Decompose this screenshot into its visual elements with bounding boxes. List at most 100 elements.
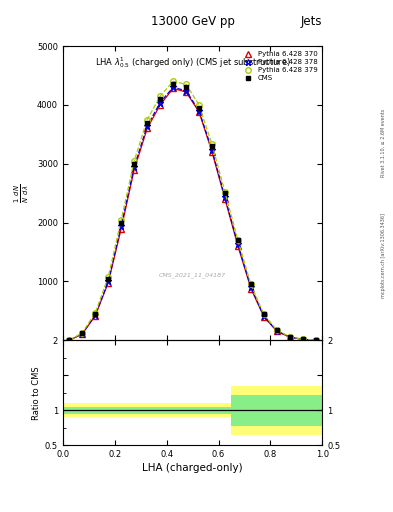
Pythia 6.428 379: [236, 237, 241, 243]
Pythia 6.428 370: [145, 125, 149, 132]
Pythia 6.428 370: [184, 89, 189, 95]
Legend: Pythia 6.428 370, Pythia 6.428 378, Pythia 6.428 379, CMS: Pythia 6.428 370, Pythia 6.428 378, Pyth…: [240, 50, 319, 82]
Bar: [244, 395, 257, 426]
Pythia 6.428 379: [171, 78, 176, 84]
Bar: [309, 386, 322, 435]
Pythia 6.428 379: [184, 81, 189, 88]
Line: Pythia 6.428 370: Pythia 6.428 370: [66, 86, 319, 343]
Pythia 6.428 378: [236, 241, 241, 247]
Text: mcplots.cern.ch [arXiv:1306.3436]: mcplots.cern.ch [arXiv:1306.3436]: [381, 214, 386, 298]
Pythia 6.428 370: [93, 312, 98, 318]
Text: Jets: Jets: [301, 15, 322, 28]
Bar: [283, 386, 296, 435]
Bar: [206, 403, 219, 417]
Pythia 6.428 379: [210, 141, 215, 147]
Pythia 6.428 378: [171, 84, 176, 90]
Text: 13000 GeV pp: 13000 GeV pp: [151, 15, 235, 28]
Pythia 6.428 378: [197, 108, 202, 114]
Bar: [89, 403, 102, 417]
Bar: [257, 395, 270, 426]
Pythia 6.428 378: [274, 328, 279, 334]
Pythia 6.428 370: [222, 196, 227, 202]
Pythia 6.428 378: [314, 337, 318, 343]
Bar: [154, 403, 167, 417]
Pythia 6.428 378: [262, 313, 266, 319]
Pythia 6.428 378: [301, 336, 305, 343]
Bar: [296, 386, 309, 435]
Bar: [309, 395, 322, 426]
Pythia 6.428 370: [249, 286, 253, 292]
Bar: [231, 395, 244, 426]
Pythia 6.428 379: [119, 217, 123, 223]
Pythia 6.428 370: [262, 314, 266, 320]
Pythia 6.428 379: [301, 336, 305, 342]
Line: Pythia 6.428 379: Pythia 6.428 379: [66, 79, 319, 343]
Bar: [180, 403, 193, 417]
Bar: [128, 407, 141, 414]
Pythia 6.428 370: [274, 328, 279, 334]
Pythia 6.428 379: [80, 330, 85, 336]
Bar: [193, 407, 206, 414]
Bar: [141, 403, 154, 417]
Pythia 6.428 370: [80, 331, 85, 337]
Bar: [231, 386, 244, 435]
Bar: [270, 395, 283, 426]
Pythia 6.428 379: [145, 117, 149, 123]
Bar: [296, 395, 309, 426]
Pythia 6.428 378: [249, 284, 253, 290]
Bar: [167, 407, 180, 414]
Text: CMS_2021_11_04187: CMS_2021_11_04187: [159, 273, 226, 279]
Pythia 6.428 378: [222, 194, 227, 200]
Pythia 6.428 378: [210, 147, 215, 153]
Bar: [141, 407, 154, 414]
Pythia 6.428 379: [314, 337, 318, 343]
Pythia 6.428 379: [249, 282, 253, 288]
Text: LHA $\lambda^1_{0.5}$ (charged only) (CMS jet substructure): LHA $\lambda^1_{0.5}$ (charged only) (CM…: [95, 55, 290, 70]
Pythia 6.428 379: [262, 311, 266, 317]
Bar: [180, 407, 193, 414]
Bar: [102, 403, 115, 417]
Pythia 6.428 370: [106, 280, 111, 286]
Pythia 6.428 379: [158, 93, 163, 99]
Text: Rivet 3.1.10, ≥ 2.6M events: Rivet 3.1.10, ≥ 2.6M events: [381, 109, 386, 178]
Pythia 6.428 378: [158, 99, 163, 105]
Bar: [219, 407, 231, 414]
Pythia 6.428 379: [67, 337, 72, 344]
Pythia 6.428 370: [236, 243, 241, 249]
Pythia 6.428 370: [171, 86, 176, 92]
Pythia 6.428 379: [222, 189, 227, 195]
Bar: [115, 407, 128, 414]
Pythia 6.428 378: [67, 337, 72, 344]
Bar: [270, 386, 283, 435]
Pythia 6.428 378: [93, 312, 98, 318]
Bar: [154, 407, 167, 414]
Pythia 6.428 370: [301, 336, 305, 343]
Pythia 6.428 370: [314, 337, 318, 343]
Bar: [283, 395, 296, 426]
Pythia 6.428 370: [210, 149, 215, 155]
Bar: [257, 386, 270, 435]
Pythia 6.428 370: [132, 166, 137, 173]
Pythia 6.428 370: [158, 102, 163, 108]
Bar: [76, 407, 89, 414]
Pythia 6.428 379: [93, 310, 98, 316]
Pythia 6.428 378: [106, 279, 111, 285]
Y-axis label: $\frac{1}{N}\,\frac{dN}{d\lambda}$: $\frac{1}{N}\,\frac{dN}{d\lambda}$: [13, 183, 31, 203]
Pythia 6.428 378: [145, 123, 149, 129]
Pythia 6.428 370: [119, 225, 123, 231]
Pythia 6.428 378: [119, 223, 123, 229]
Bar: [89, 407, 102, 414]
Pythia 6.428 370: [197, 109, 202, 115]
X-axis label: LHA (charged-only): LHA (charged-only): [142, 463, 243, 474]
Bar: [102, 407, 115, 414]
Bar: [63, 403, 76, 417]
Bar: [219, 403, 231, 417]
Pythia 6.428 379: [132, 158, 137, 164]
Line: Pythia 6.428 378: Pythia 6.428 378: [66, 84, 319, 344]
Pythia 6.428 370: [288, 334, 292, 340]
Pythia 6.428 379: [288, 334, 292, 340]
Bar: [63, 407, 76, 414]
Pythia 6.428 370: [67, 337, 72, 344]
Pythia 6.428 378: [132, 164, 137, 170]
Bar: [244, 386, 257, 435]
